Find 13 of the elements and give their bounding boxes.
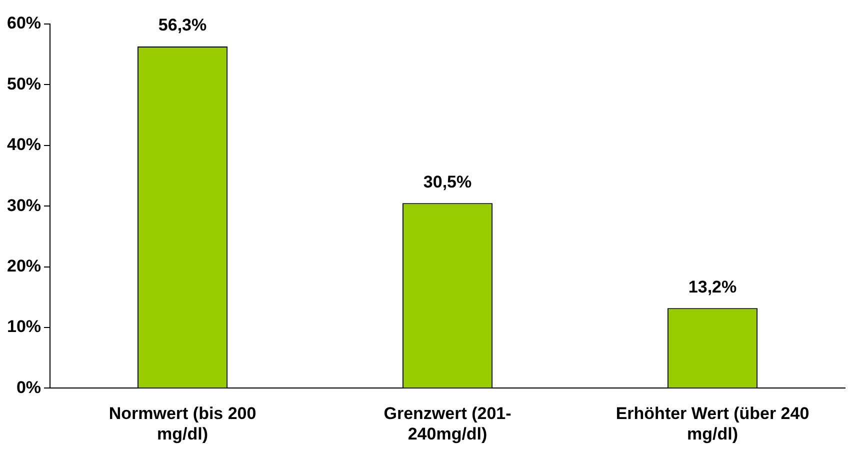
y-tick-label: 30% — [6, 196, 42, 215]
y-tick-label: 20% — [6, 256, 42, 276]
y-tick-label: 10% — [6, 317, 42, 336]
data-label: 30,5% — [423, 172, 472, 192]
x-tick-label: Normwert (bis 200 mg/dl) — [108, 404, 256, 444]
y-tick-label: 50% — [6, 74, 42, 94]
y-tick-label: 0% — [16, 378, 42, 397]
y-tick-label: 60% — [6, 14, 42, 33]
y-tick-label: 40% — [6, 135, 42, 154]
data-label: 13,2% — [688, 277, 737, 296]
x-tick-label: Erhöhter Wert (über 240 mg/dl) — [616, 404, 810, 444]
x-tick-label: Grenzwert (201-240mg/dl) — [384, 404, 512, 444]
data-label: 56,3% — [158, 16, 207, 35]
